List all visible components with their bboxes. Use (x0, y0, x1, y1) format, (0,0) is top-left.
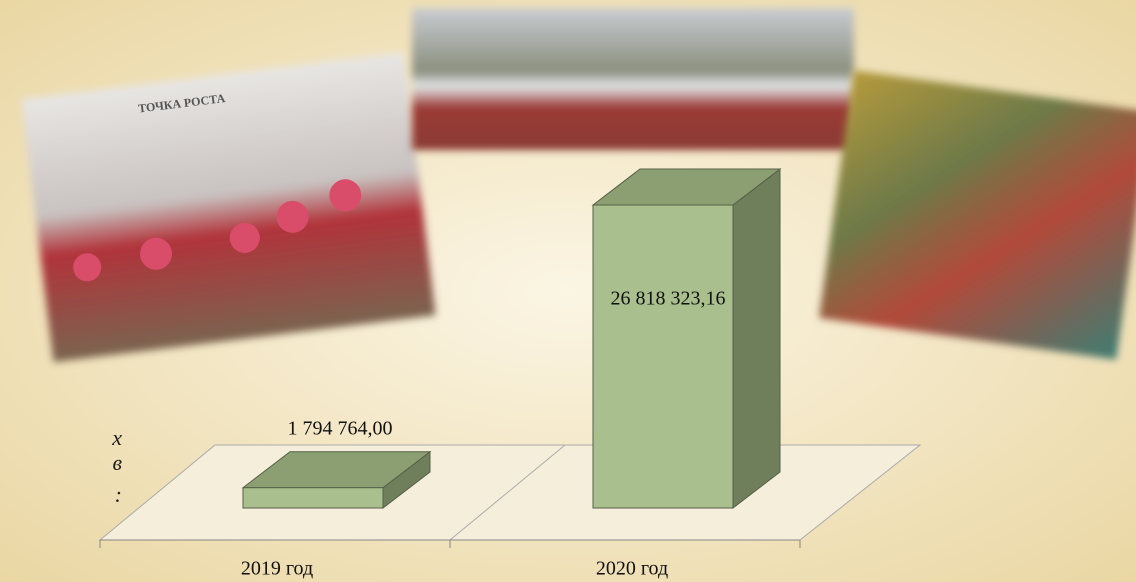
bar-front (242, 487, 384, 509)
value-label: 26 818 323,16 (611, 288, 726, 310)
bar (591, 167, 782, 510)
photo-court (819, 70, 1136, 360)
floor-divider (449, 444, 566, 541)
x-tick-label: 2020 год (596, 558, 668, 580)
bar (241, 450, 432, 510)
bars: 1 794 764,00 2019 год 26 818 323,16 2020 го… (241, 167, 782, 580)
floor (98, 444, 922, 541)
photo-students: ТОЧКА РОСТА (21, 52, 436, 363)
side-letter: х (111, 425, 122, 450)
photo-stadium (412, 8, 854, 150)
bar-side (732, 167, 781, 510)
side-letter: : (115, 482, 122, 507)
x-tick-label: 2019 год (241, 558, 313, 580)
value-label: 1 794 764,00 (288, 417, 393, 439)
bar-front (592, 204, 734, 509)
side-letter: в (112, 450, 122, 475)
axis (99, 539, 801, 548)
